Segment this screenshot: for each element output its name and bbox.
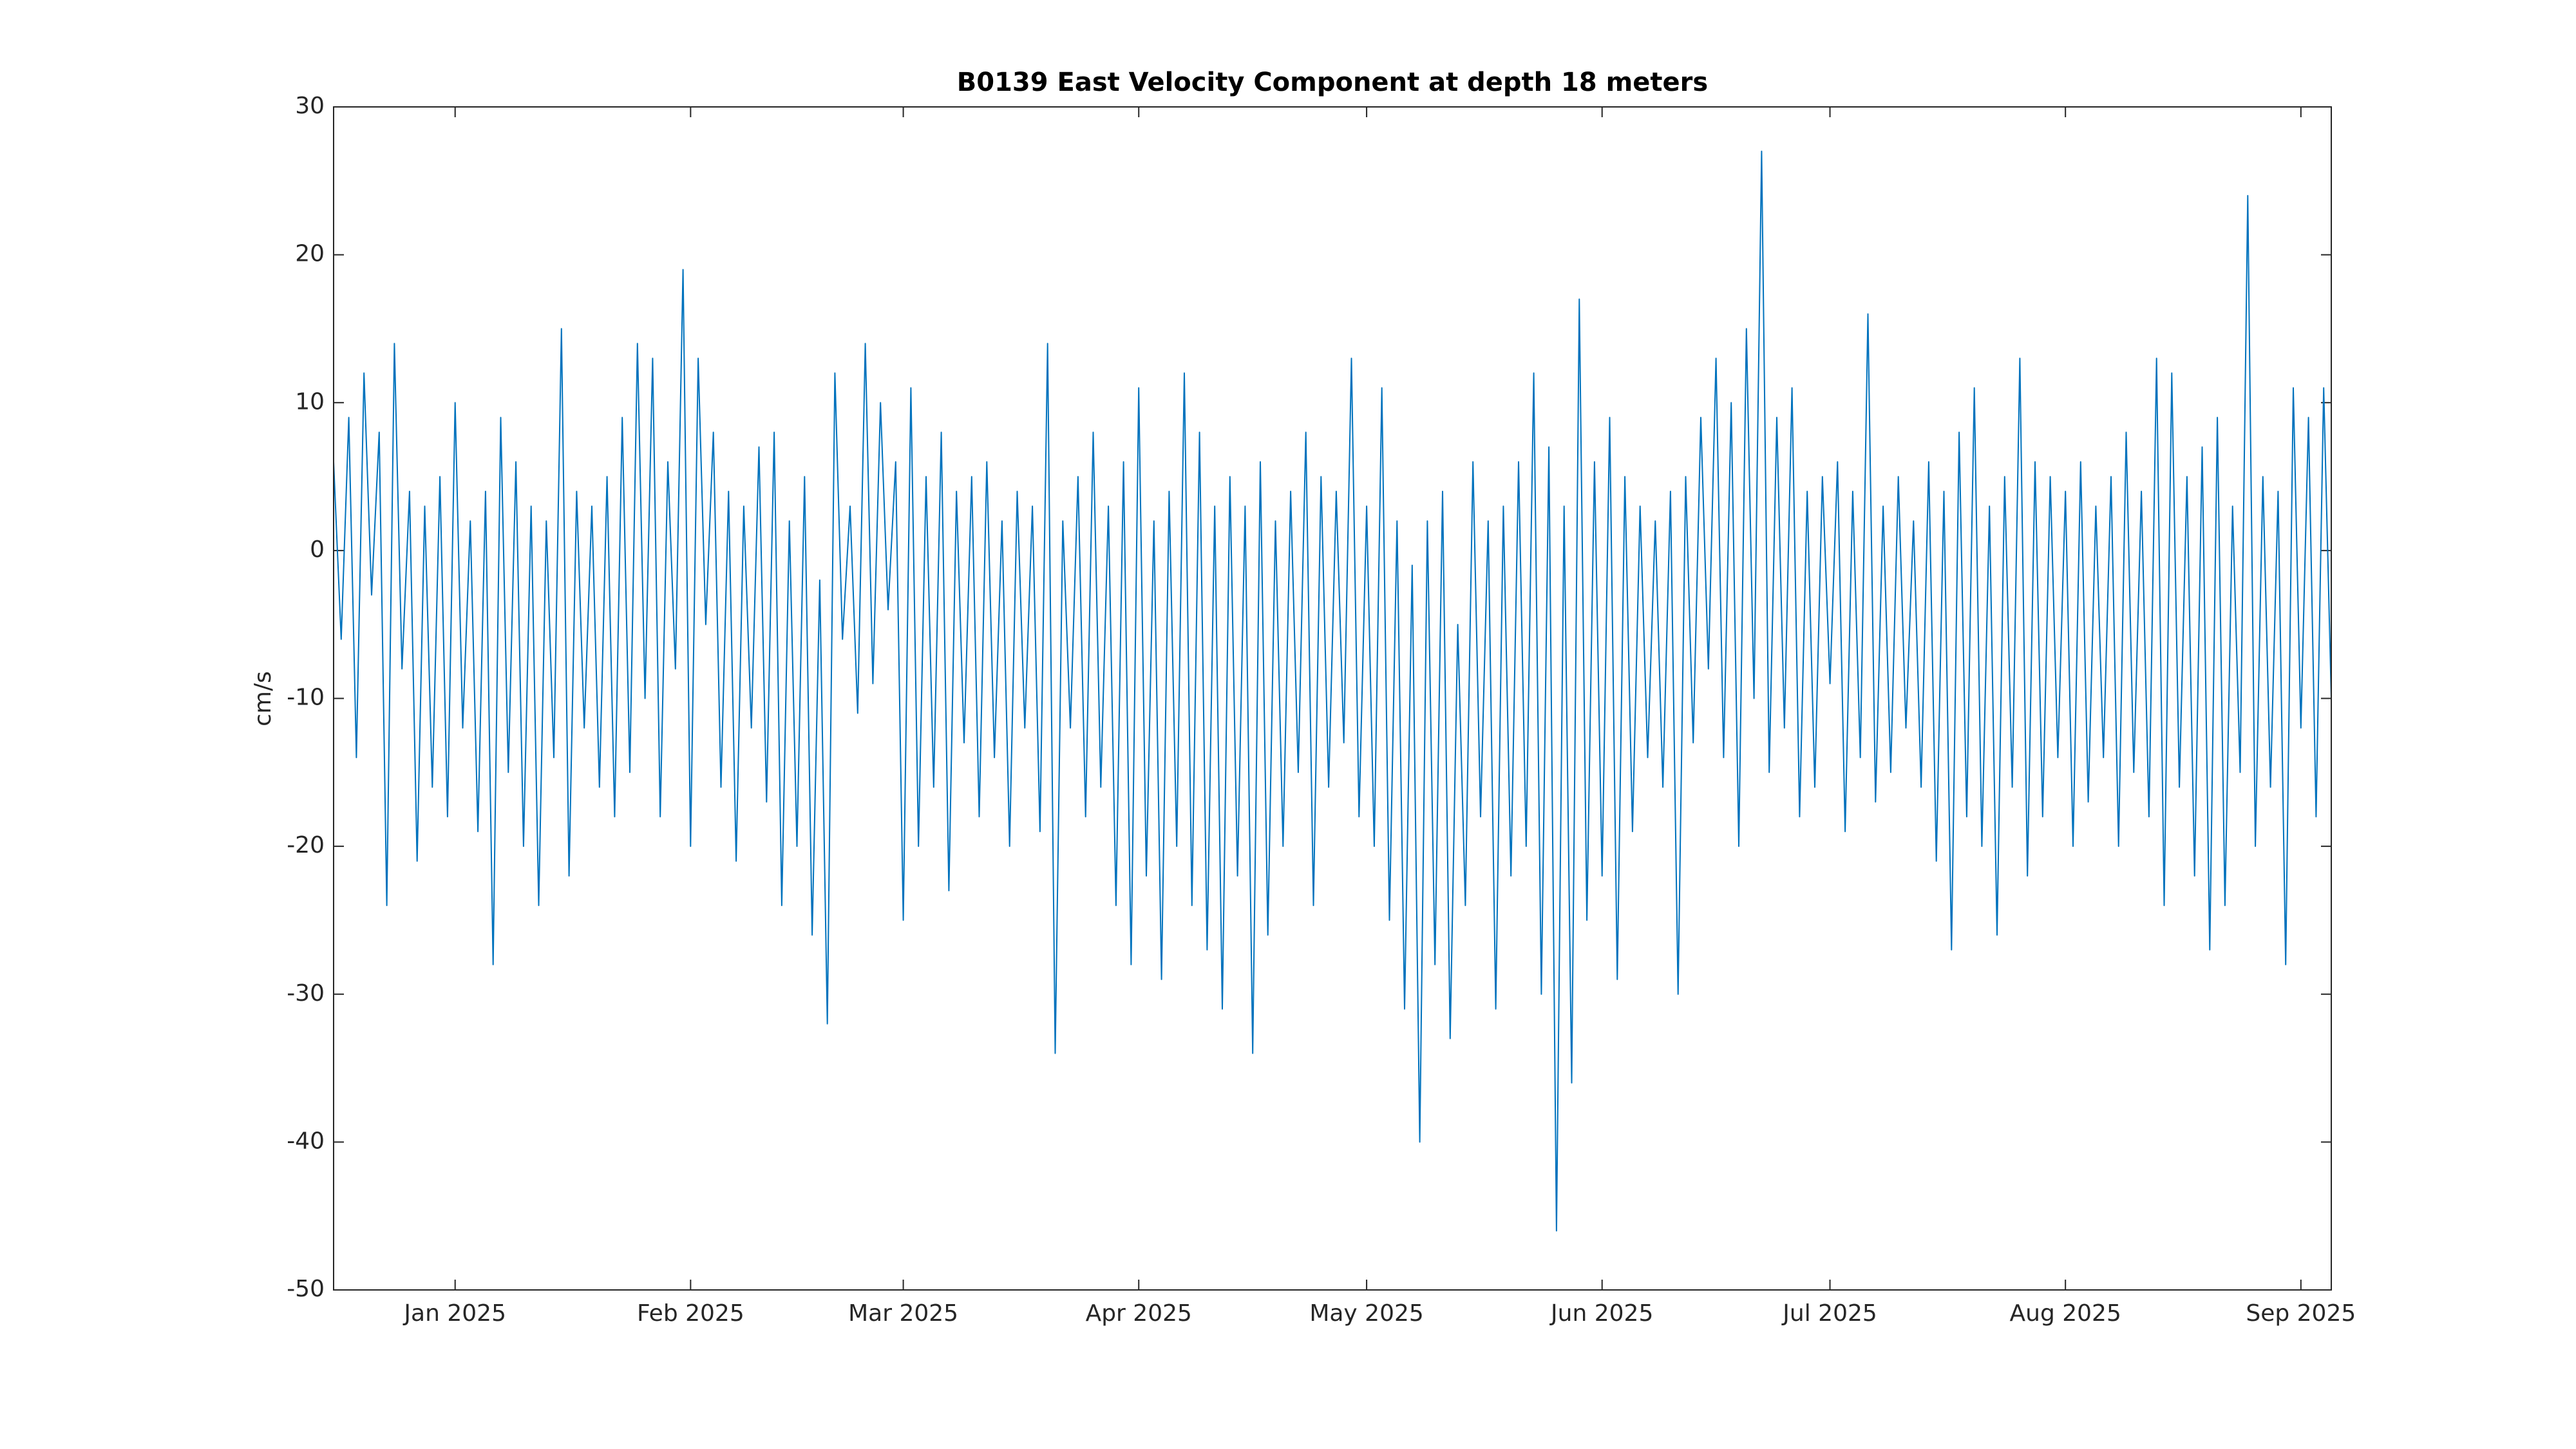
y-tick-label: 20 [295,241,325,267]
x-tick-label: Apr 2025 [1086,1300,1192,1327]
x-tick-label: Jul 2025 [1781,1300,1877,1327]
y-tick-label: 30 [295,93,325,119]
x-tick-label: Aug 2025 [2010,1300,2121,1327]
x-tick-label: Jan 2025 [402,1300,506,1327]
y-tick-label: -20 [287,832,325,858]
y-tick-label: -50 [287,1276,325,1302]
y-tick-label: 10 [295,388,325,415]
axes-box [333,106,2332,1291]
y-axis-label: cm/s [250,671,276,726]
x-tick-label: Mar 2025 [848,1300,958,1327]
y-tick-label: -40 [287,1128,325,1154]
x-tick-label: Jun 2025 [1549,1300,1653,1327]
y-tick-label: 0 [310,536,325,563]
y-tick-label: -30 [287,980,325,1007]
chart-title: B0139 East Velocity Component at depth 1… [957,68,1708,97]
x-tick-label: May 2025 [1309,1300,1424,1327]
data-line [333,150,2332,1232]
x-tick-label: Feb 2025 [637,1300,744,1327]
x-tick-label: Sep 2025 [2246,1300,2356,1327]
y-tick-label: -10 [287,685,325,711]
